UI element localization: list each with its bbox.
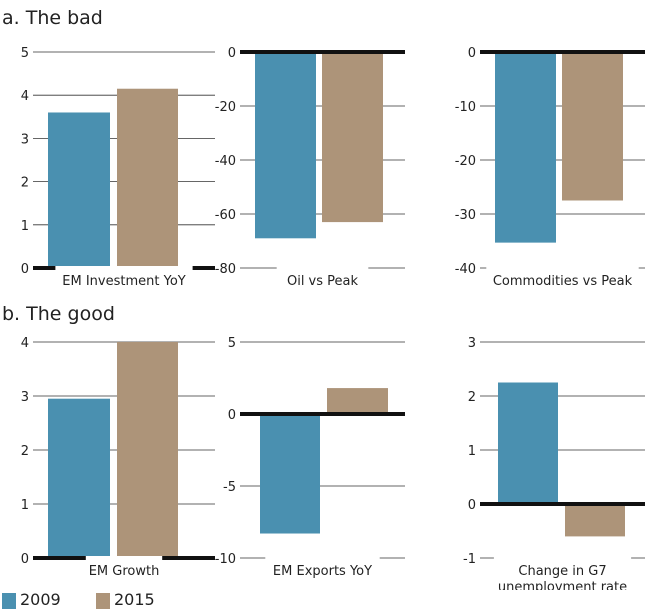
legend-label-2015: 2015 bbox=[114, 590, 155, 609]
section-title-bad: a. The bad bbox=[2, 7, 103, 29]
y-tick-label: 4 bbox=[21, 89, 29, 104]
bar-2015 bbox=[327, 388, 388, 414]
y-tick-label: 0 bbox=[468, 46, 476, 61]
category-label: Oil vs Peak bbox=[287, 274, 359, 289]
y-tick-label: -1 bbox=[463, 552, 476, 567]
y-tick-label: 0 bbox=[228, 408, 236, 423]
y-tick-label: -40 bbox=[455, 262, 476, 277]
y-tick-label: 0 bbox=[228, 46, 236, 61]
y-tick-label: 0 bbox=[468, 498, 476, 513]
bar-2009 bbox=[495, 52, 556, 243]
bar-2015 bbox=[322, 52, 383, 223]
bar-2015 bbox=[565, 504, 625, 537]
y-tick-label: 1 bbox=[21, 498, 29, 513]
y-tick-label: 0 bbox=[21, 262, 29, 277]
y-tick-label: 5 bbox=[21, 46, 29, 61]
category-label-bg bbox=[486, 266, 639, 286]
category-label: unemployment rate bbox=[498, 580, 627, 590]
y-tick-label: -80 bbox=[215, 262, 236, 277]
y-tick-label: 2 bbox=[21, 444, 29, 459]
y-tick-label: -40 bbox=[215, 154, 236, 169]
legend-swatch-2009 bbox=[2, 593, 16, 609]
legend-label-2009: 2009 bbox=[20, 590, 61, 609]
category-label: Commodities vs Peak bbox=[493, 274, 633, 289]
bar-2015 bbox=[117, 88, 178, 268]
charts-canvas: 0 1 2 3 4 5 EM Investment YoY -80 -60 -40 -20 0 Oil … bbox=[21, 46, 645, 590]
category-label: Change in G7 bbox=[518, 564, 606, 579]
y-tick-label: 5 bbox=[228, 336, 236, 351]
y-tick-label: 1 bbox=[468, 444, 476, 459]
category-label-bg bbox=[276, 266, 369, 286]
section-title-good: b. The good bbox=[2, 303, 115, 325]
category-label-bg bbox=[85, 556, 163, 576]
bar-2015 bbox=[562, 52, 623, 201]
y-tick-label: 1 bbox=[21, 219, 29, 234]
category-label-bg bbox=[493, 556, 632, 590]
category-label: EM Investment YoY bbox=[62, 274, 185, 289]
y-tick-label: 0 bbox=[21, 552, 29, 567]
y-tick-label: -10 bbox=[455, 100, 476, 115]
y-tick-label: -30 bbox=[455, 208, 476, 223]
y-tick-label: 3 bbox=[468, 336, 476, 351]
y-tick-label: 3 bbox=[21, 132, 29, 147]
bar-2015 bbox=[117, 342, 178, 558]
category-label: EM Growth bbox=[89, 564, 160, 579]
bar-2009 bbox=[260, 414, 320, 534]
y-tick-label: -60 bbox=[215, 208, 236, 223]
y-tick-label: 2 bbox=[21, 176, 29, 191]
y-tick-label: 3 bbox=[21, 390, 29, 405]
category-label-bg bbox=[265, 556, 380, 576]
bar-2009 bbox=[48, 112, 110, 268]
category-label-bg bbox=[55, 266, 193, 286]
y-tick-label: -20 bbox=[215, 100, 236, 115]
bar-2009 bbox=[255, 52, 316, 239]
bar-2009 bbox=[498, 382, 558, 504]
y-tick-label: 4 bbox=[21, 336, 29, 351]
y-tick-label: -10 bbox=[215, 552, 236, 567]
category-label: EM Exports YoY bbox=[273, 564, 372, 579]
y-tick-label: 2 bbox=[468, 390, 476, 405]
legend-swatch-2015 bbox=[96, 593, 110, 609]
y-tick-label: -5 bbox=[223, 480, 236, 495]
bar-2009 bbox=[48, 398, 110, 558]
y-tick-label: -20 bbox=[455, 154, 476, 169]
